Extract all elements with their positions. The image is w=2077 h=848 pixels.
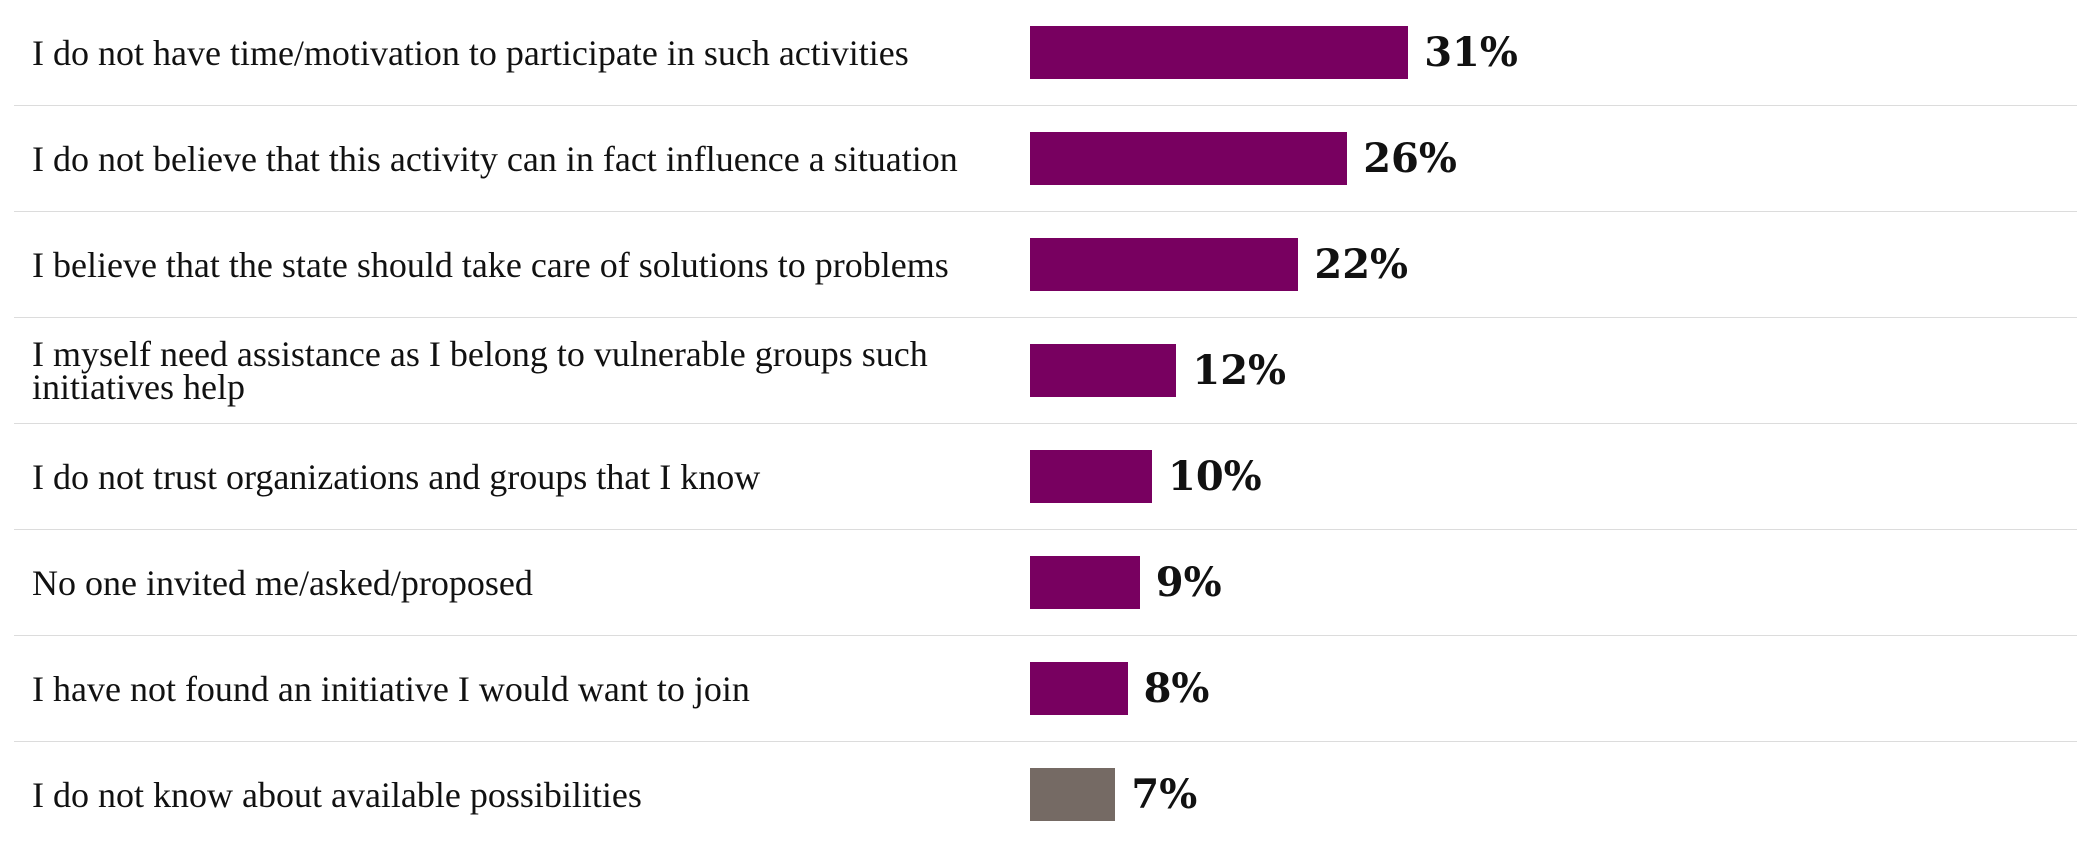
category-label: I do not have time/motivation to partici… <box>32 32 909 73</box>
chart-row: I do not know about available possibilit… <box>14 742 2077 848</box>
bar <box>1030 26 1409 79</box>
bar <box>1030 450 1152 503</box>
chart-row: I do not have time/motivation to partici… <box>14 0 2077 106</box>
chart-row: I have not found an initiative I would w… <box>14 636 2077 742</box>
category-label: I have not found an initiative I would w… <box>32 668 750 709</box>
value-label: 26% <box>1363 135 1457 182</box>
value-label: 9% <box>1155 559 1222 606</box>
value-label: 31% <box>1424 29 1518 76</box>
value-label: 10% <box>1168 453 1262 500</box>
bar <box>1030 768 1116 821</box>
category-label: I believe that the state should take car… <box>32 244 949 285</box>
category-label: No one invited me/asked/proposed <box>32 562 533 603</box>
bar <box>1030 238 1299 291</box>
chart-row: I do not believe that this activity can … <box>14 106 2077 212</box>
category-label: I do not trust organizations and groups … <box>32 456 761 497</box>
category-label: I do not believe that this activity can … <box>32 138 958 179</box>
chart-row: I believe that the state should take car… <box>14 212 2077 318</box>
bar <box>1030 556 1140 609</box>
bar <box>1030 132 1348 185</box>
bar <box>1030 662 1128 715</box>
chart-row: No one invited me/asked/proposed 9% <box>14 530 2077 636</box>
chart-row: I myself need assistance as I belong to … <box>14 318 2077 424</box>
category-label: I myself need assistance as I belong to … <box>32 334 928 407</box>
value-label: 7% <box>1131 771 1198 818</box>
bar-chart: I do not have time/motivation to partici… <box>14 0 2077 821</box>
bar <box>1030 344 1177 397</box>
chart-row: I do not trust organizations and groups … <box>14 424 2077 530</box>
value-label: 12% <box>1192 347 1287 394</box>
category-label: I do not know about available possibilit… <box>32 774 642 815</box>
value-label: 22% <box>1314 241 1409 288</box>
value-label: 8% <box>1143 665 1210 712</box>
